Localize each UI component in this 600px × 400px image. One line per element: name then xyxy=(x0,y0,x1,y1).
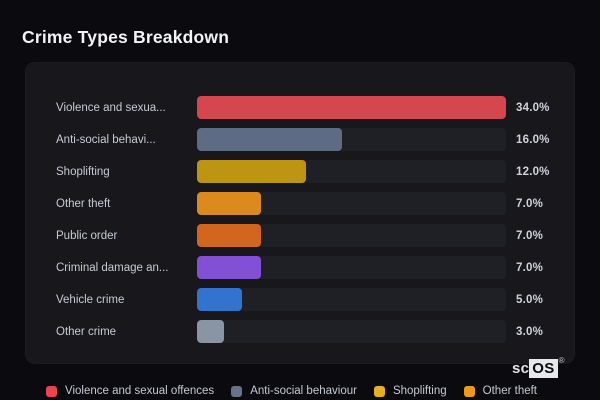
bar-rows: Violence and sexua... 34.0% Anti-social … xyxy=(26,96,574,352)
value-label: 3.0% xyxy=(516,325,544,338)
chart-panel: Violence and sexua... 34.0% Anti-social … xyxy=(25,62,575,364)
legend-item-shoplifting[interactable]: Shoplifting xyxy=(373,385,447,397)
bar-row: Other theft 7.0% xyxy=(26,192,574,215)
legend-label: Shoplifting xyxy=(392,385,447,397)
bar-track xyxy=(197,160,506,183)
legend-item-antisocial[interactable]: Anti-social behaviour xyxy=(231,385,357,397)
legend-swatch xyxy=(373,385,385,397)
bar-track xyxy=(197,224,506,247)
legend-label: Other theft xyxy=(482,385,538,397)
category-label: Vehicle crime xyxy=(56,293,125,306)
page-title: Crime Types Breakdown xyxy=(22,27,230,47)
category-label: Shoplifting xyxy=(56,165,110,178)
bar-track xyxy=(197,128,506,151)
legend: Violence and sexual offences Anti-social… xyxy=(46,385,537,397)
bar-fill[interactable] xyxy=(197,224,261,247)
legend-swatch xyxy=(46,385,57,397)
bar-fill[interactable] xyxy=(197,256,261,279)
value-label: 12.0% xyxy=(516,165,550,178)
category-label: Violence and sexua... xyxy=(56,101,166,114)
bar-fill[interactable] xyxy=(197,128,343,151)
legend-item-violence[interactable]: Violence and sexual offences xyxy=(46,385,214,397)
value-label: 7.0% xyxy=(516,261,544,274)
bar-fill[interactable] xyxy=(197,288,243,311)
logo-text-sc: sc xyxy=(512,360,530,377)
category-label: Anti-social behavi... xyxy=(56,133,156,146)
value-label: 34.0% xyxy=(516,101,550,114)
value-label: 16.0% xyxy=(516,133,550,146)
bar-track xyxy=(197,256,506,279)
bar-track xyxy=(197,320,506,343)
registered-mark-icon: ® xyxy=(558,356,565,365)
bar-row: Violence and sexua... 34.0% xyxy=(26,96,574,119)
category-label: Public order xyxy=(56,229,118,242)
value-label: 7.0% xyxy=(516,197,544,210)
bar-fill[interactable] xyxy=(197,96,506,119)
category-label: Other theft xyxy=(56,197,111,210)
legend-label: Violence and sexual offences xyxy=(65,385,215,397)
bar-fill[interactable] xyxy=(197,192,261,215)
value-label: 7.0% xyxy=(516,229,544,242)
bar-row: Shoplifting 12.0% xyxy=(26,160,574,183)
legend-label: Anti-social behaviour xyxy=(250,385,357,397)
value-label: 5.0% xyxy=(516,293,544,306)
category-label: Criminal damage an... xyxy=(56,261,169,274)
bar-row: Anti-social behavi... 16.0% xyxy=(26,128,574,151)
bar-row: Criminal damage an... 7.0% xyxy=(26,256,574,279)
bar-row: Other crime 3.0% xyxy=(26,320,574,343)
bar-track xyxy=(197,288,506,311)
legend-swatch xyxy=(463,385,475,397)
category-label: Other crime xyxy=(56,325,117,338)
bar-track xyxy=(197,96,506,119)
logo-text-os: OS xyxy=(529,359,558,378)
legend-item-othertheft[interactable]: Other theft xyxy=(463,385,538,397)
legend-swatch xyxy=(231,385,243,397)
bar-fill[interactable] xyxy=(197,320,225,343)
bar-fill[interactable] xyxy=(197,160,307,183)
bar-row: Vehicle crime 5.0% xyxy=(26,288,574,311)
scos-logo: sc OS ® xyxy=(512,356,565,378)
bar-track xyxy=(197,192,506,215)
bar-row: Public order 7.0% xyxy=(26,224,574,247)
